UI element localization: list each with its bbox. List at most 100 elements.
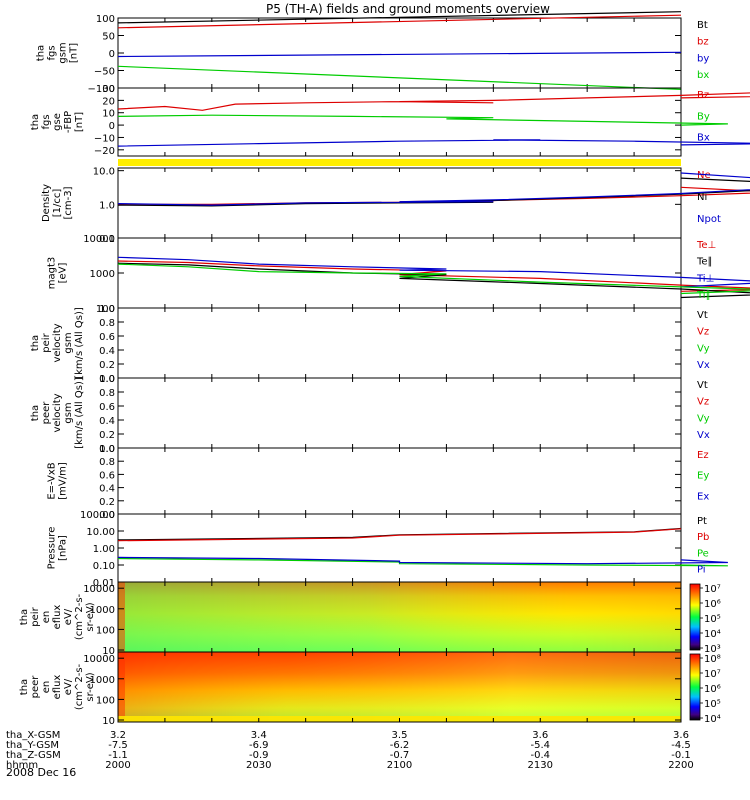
y-tick-label: 0 xyxy=(109,49,115,60)
footer-value: 3.6 xyxy=(532,730,548,741)
y-tick-label: 0.8 xyxy=(99,388,115,399)
footer-value: -6.2 xyxy=(390,740,410,751)
y-tick-label: 20 xyxy=(102,96,115,107)
y-tick-label: 10.0 xyxy=(93,167,115,178)
colorbar-tick-label: 10⁶ xyxy=(704,599,721,610)
y-axis-label: sr-eV) xyxy=(85,602,96,631)
panel-frame xyxy=(117,377,682,449)
y-tick-label: 1.0 xyxy=(99,374,115,385)
footer-value: 3.2 xyxy=(110,730,126,741)
legend-by: by xyxy=(697,53,709,64)
figure-title: P5 (TH-A) fields and ground moments over… xyxy=(266,2,550,16)
footer-row-label: tha_X-GSM xyxy=(6,730,60,741)
panel-peer-en-eflux: 10⁸ 10⁷ 10⁶ 10⁵ 10⁴ 10000 1000 100 10 tha peer en ef… xyxy=(19,651,721,727)
colorbar xyxy=(689,653,701,721)
legend-Vt: Vt xyxy=(697,380,708,391)
y-axis-label: velocity xyxy=(52,393,63,432)
footer-value: 2030 xyxy=(246,760,271,771)
series-line-by xyxy=(117,51,682,58)
y-axis-label: peir xyxy=(30,606,41,626)
y-tick-label: 0.4 xyxy=(99,346,115,357)
y-tick-label: 0.8 xyxy=(99,318,115,329)
footer-value: 2130 xyxy=(528,760,553,771)
y-tick-label: 1000 xyxy=(90,269,115,280)
legend-Vy: Vy xyxy=(697,343,710,354)
y-axis-label: tha xyxy=(19,609,30,625)
y-axis-label: magt3 xyxy=(47,257,58,290)
y-axis-label: peer xyxy=(41,401,52,425)
y-axis-label: [eV] xyxy=(58,263,69,284)
y-tick-label: 10 xyxy=(102,646,115,657)
y-axis-label: [km/s (All Qs)] xyxy=(74,307,85,379)
y-axis-label: [mV/m] xyxy=(58,462,69,500)
legend-Vx: Vx xyxy=(697,430,710,441)
colorbar-tick-label: 10⁷ xyxy=(704,669,721,680)
y-tick-label: 10000 xyxy=(83,234,115,245)
y-tick-label: −50 xyxy=(94,67,115,78)
series-line-Npot xyxy=(117,172,750,206)
series-line-Te⊥ xyxy=(117,260,750,292)
legend-Pt: Pt xyxy=(697,516,707,527)
y-axis-label: en xyxy=(41,611,52,624)
y-axis-label: [km/s (All Qs)] xyxy=(74,377,85,449)
footer-value: -5.4 xyxy=(530,740,550,751)
legend-Vt: Vt xyxy=(697,310,708,321)
y-axis-label: tha xyxy=(30,335,41,351)
y-axis-label: [1/cc] xyxy=(52,189,63,218)
y-axis-label: -FBP xyxy=(63,111,74,133)
y-axis-label: (cm^2-s- xyxy=(74,663,85,710)
series-line-Pe xyxy=(117,557,728,567)
y-axis-label: gsm xyxy=(58,42,69,63)
y-tick-label: 0.1 xyxy=(99,234,115,245)
colorbar xyxy=(689,583,701,651)
colorbar-tick-label: 10⁸ xyxy=(704,654,721,665)
y-tick-label: −100 xyxy=(88,84,115,95)
footer-value: 3.5 xyxy=(392,730,408,741)
y-tick-label: 0.4 xyxy=(99,484,115,495)
y-tick-label: 0.8 xyxy=(99,457,115,468)
footer-value: -6.9 xyxy=(249,740,269,751)
y-axis-label: eflux xyxy=(52,675,63,700)
panel-temperature: 10000 1000 100 magt3 [eV] Te⊥ Te∥ Ti⊥ Ti∥ xyxy=(47,234,750,315)
colorbar-tick-label: 10⁵ xyxy=(704,614,721,625)
y-axis-label: peir xyxy=(41,332,52,352)
colorbar-tick-label: 10⁶ xyxy=(704,684,721,695)
y-tick-label: 0.0 xyxy=(99,510,115,521)
y-tick-label: 100 xyxy=(96,14,115,25)
y-tick-label: 30 xyxy=(102,84,115,95)
footer-row-label: tha_Y-GSM xyxy=(6,740,59,751)
legend-Ti∥: Ti∥ xyxy=(696,290,711,301)
y-axis-label: tha xyxy=(36,45,47,61)
y-axis-label: tha xyxy=(19,679,30,695)
y-tick-label: 10000 xyxy=(83,584,115,595)
colorbar-tick-label: 10⁴ xyxy=(704,629,721,640)
legend-Vy: Vy xyxy=(697,413,710,424)
y-tick-label: 0.6 xyxy=(99,332,115,343)
series-line-bz xyxy=(117,14,682,29)
colorbar-tick-label: 10⁷ xyxy=(704,584,721,595)
legend-Pe: Pe xyxy=(697,548,709,559)
y-tick-label: 0 xyxy=(109,121,115,132)
y-tick-label: 1000 xyxy=(90,605,115,616)
y-tick-label: 0.01 xyxy=(93,578,115,589)
legend-Bx: Bx xyxy=(697,133,710,144)
legend-Vz: Vz xyxy=(697,397,709,408)
y-tick-label: 1000 xyxy=(90,675,115,686)
y-axis-label: gsm xyxy=(63,402,74,423)
y-axis-label: peer xyxy=(30,675,41,699)
y-axis-label: en xyxy=(41,681,52,694)
y-tick-label: 1.0 xyxy=(99,444,115,455)
y-tick-label: 0.6 xyxy=(99,470,115,481)
footer-value: -0.1 xyxy=(671,750,691,761)
footer-value: -4.5 xyxy=(671,740,691,751)
series-line-bx xyxy=(117,65,682,90)
y-tick-label: 1.0 xyxy=(99,200,115,211)
y-axis-label: eV/ xyxy=(63,608,74,625)
legend-Vz: Vz xyxy=(697,327,709,338)
y-axis-label: velocity xyxy=(52,323,63,362)
footer-value: -7.5 xyxy=(108,740,128,751)
legend-Ni: Ni xyxy=(697,192,707,203)
y-tick-label: 10000 xyxy=(83,654,115,665)
legend-Pi: Pi xyxy=(697,565,706,576)
